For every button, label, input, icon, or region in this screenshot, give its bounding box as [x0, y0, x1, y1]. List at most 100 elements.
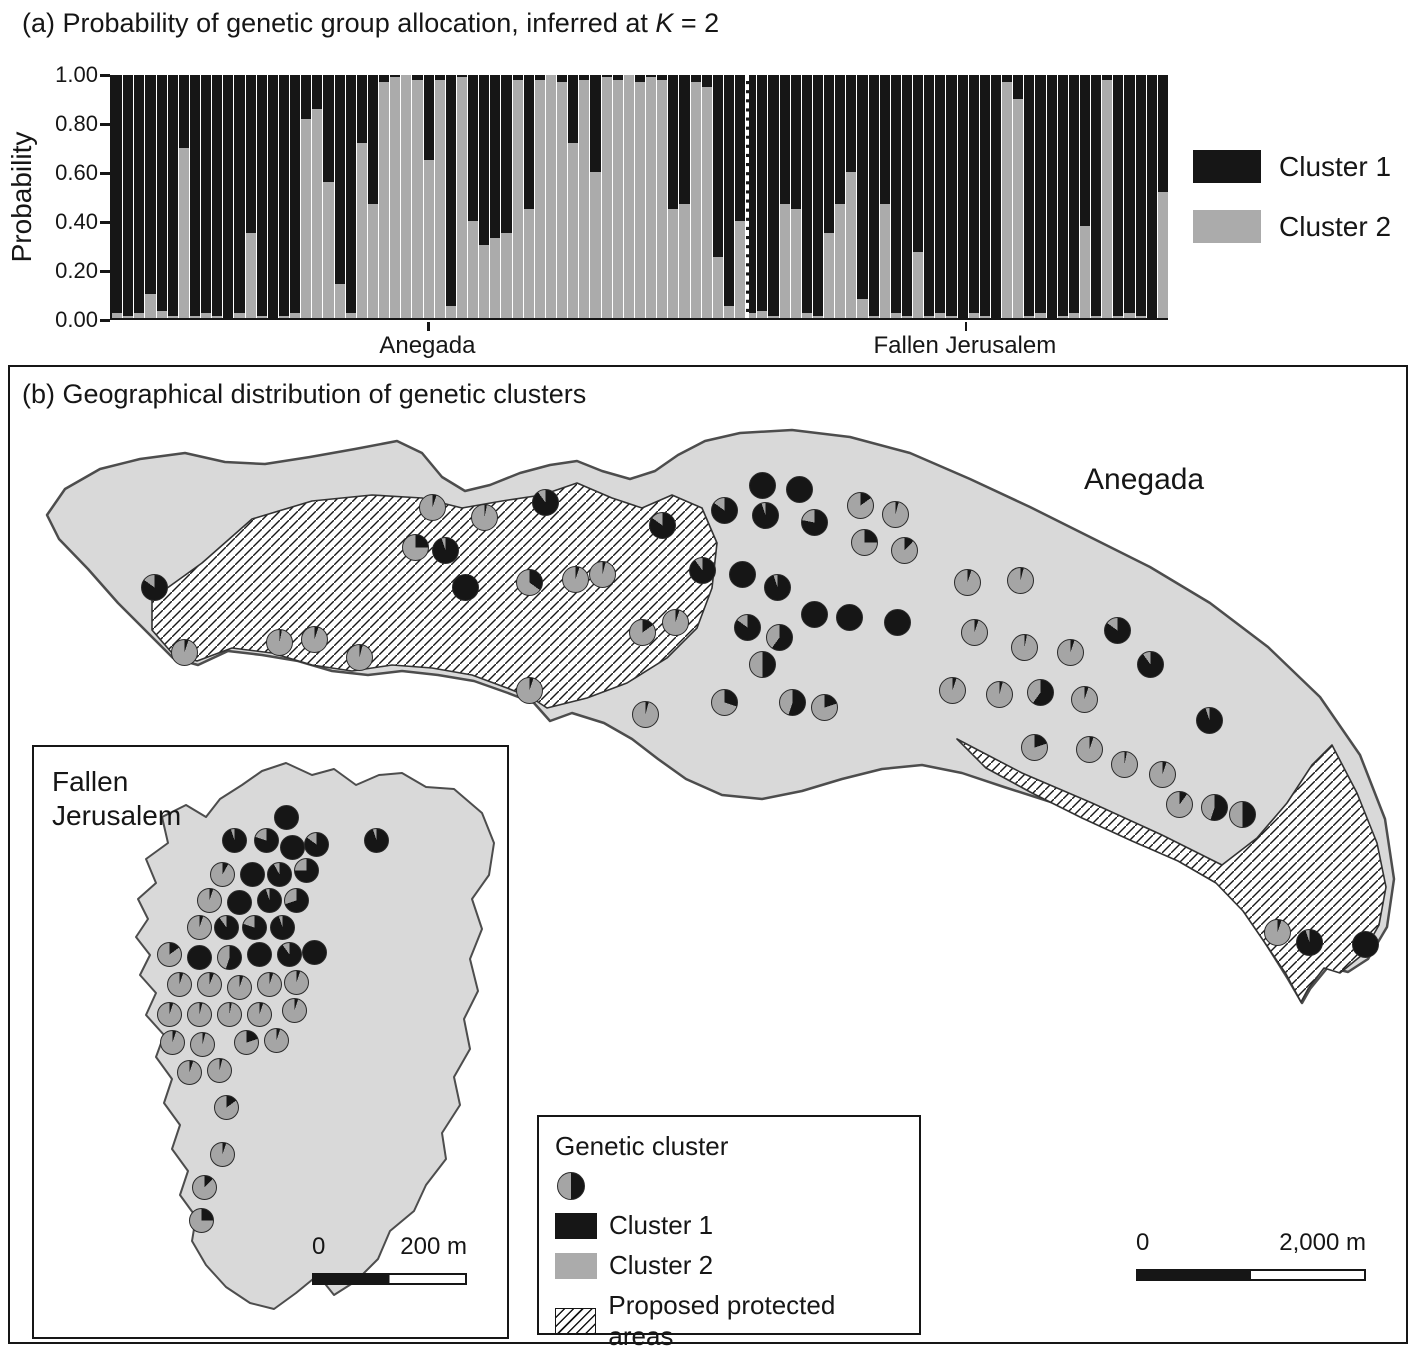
- pie-marker: [800, 508, 828, 536]
- cluster1-segment: [189, 75, 200, 316]
- x-group-label: Anegada: [379, 332, 476, 359]
- individual-bar: [201, 75, 212, 318]
- pie-marker: [176, 1059, 202, 1085]
- individual-bar: [623, 75, 634, 318]
- cluster1-segment: [323, 75, 334, 182]
- cluster1-segment: [178, 75, 189, 148]
- cluster1-segment: [345, 75, 356, 314]
- pie-marker: [1070, 685, 1098, 713]
- individual-bar: [990, 75, 1001, 318]
- cluster1-segment: [1146, 75, 1157, 318]
- cluster1-segment: [557, 75, 568, 83]
- cluster1-segment: [690, 75, 701, 83]
- pie-marker: [189, 1031, 215, 1057]
- individual-bar: [1124, 75, 1135, 318]
- panel-a-legend: Cluster 1 Cluster 2: [1193, 150, 1391, 270]
- cluster1-segment: [846, 75, 857, 173]
- pie-marker: [363, 827, 389, 853]
- pie-marker: [269, 914, 295, 940]
- individual-bar: [1113, 75, 1124, 318]
- pie-marker: [953, 568, 981, 596]
- protected-area-label: Proposed protected areas: [608, 1290, 836, 1351]
- cluster1-swatch: [1193, 150, 1261, 183]
- stacked-bars: [112, 75, 1168, 318]
- pie-marker: [810, 693, 838, 721]
- cluster1-segment: [1068, 75, 1079, 314]
- individual-bar: [568, 75, 579, 318]
- pie-marker: [186, 914, 212, 940]
- pie-marker: [186, 1001, 212, 1027]
- pie-marker: [293, 857, 319, 883]
- pie-marker: [728, 560, 756, 588]
- pie-marker: [1228, 800, 1256, 828]
- pie-marker: [688, 556, 716, 584]
- individual-bar: [212, 75, 223, 318]
- individual-bar: [334, 75, 345, 318]
- individual-bar: [1057, 75, 1068, 318]
- pie-marker: [345, 643, 373, 671]
- pie-marker: [166, 971, 192, 997]
- individual-bar: [490, 75, 501, 318]
- x-group-label: Fallen Jerusalem: [873, 332, 1057, 359]
- y-tick-mark: [100, 270, 110, 273]
- cluster1-segment: [445, 75, 456, 306]
- individual-bar: [1046, 75, 1057, 318]
- panel-a-title-text: (a) Probability of genetic group allocat…: [22, 8, 656, 38]
- pie-marker: [239, 861, 265, 887]
- map-legend: Genetic cluster Cluster 1 Cluster 2 Prop…: [537, 1115, 921, 1351]
- individual-bar: [801, 75, 812, 318]
- individual-bar: [423, 75, 434, 318]
- map-scale-bar: 0 2,000 m: [1136, 1229, 1366, 1281]
- legend-row-cluster1: Cluster 1: [1193, 150, 1391, 183]
- individual-bar: [234, 75, 245, 318]
- cluster1-segment: [590, 75, 601, 173]
- pie-marker: [588, 560, 616, 588]
- pie-marker: [188, 1207, 214, 1233]
- pie-marker: [196, 971, 222, 997]
- pie-marker: [800, 600, 828, 628]
- cluster2-swatch: [1193, 210, 1261, 243]
- individual-bar: [1091, 75, 1102, 318]
- cluster1-segment: [913, 75, 924, 253]
- individual-bar: [123, 75, 134, 318]
- pie-marker: [276, 941, 302, 967]
- cluster1-segment: [824, 75, 835, 233]
- cluster1-segment: [812, 75, 823, 316]
- individual-bar: [735, 75, 746, 318]
- cluster1-segment: [868, 75, 879, 316]
- pie-marker: [226, 974, 252, 1000]
- pie-marker: [1020, 733, 1048, 761]
- individual-bar: [746, 75, 757, 318]
- pie-marker: [661, 608, 689, 636]
- pie-marker: [303, 831, 329, 857]
- pie-marker: [266, 861, 292, 887]
- pie-marker: [281, 997, 307, 1023]
- cluster1-segment: [901, 75, 912, 316]
- cluster1-segment: [278, 75, 289, 316]
- pie-marker: [765, 623, 793, 651]
- individual-bar: [835, 75, 846, 318]
- individual-bar: [356, 75, 367, 318]
- pie-marker: [253, 827, 279, 853]
- individual-bar: [946, 75, 957, 318]
- pie-marker: [216, 944, 242, 970]
- panel-a-bar-chart: (a) Probability of genetic group allocat…: [0, 0, 1420, 365]
- cluster1-segment: [1024, 75, 1035, 316]
- pie-marker: [206, 1057, 232, 1083]
- individual-bar: [379, 75, 390, 318]
- pie-marker: [1200, 793, 1228, 821]
- cluster1-segment: [123, 75, 134, 316]
- pie-marker: [233, 1029, 259, 1055]
- pie-marker: [751, 501, 779, 529]
- pie-marker: [216, 1001, 242, 1027]
- y-tick-label: 1.00: [55, 62, 98, 87]
- panel-b-map: (b) Geographical distribution of genetic…: [8, 365, 1408, 1351]
- pie-marker: [431, 536, 459, 564]
- cluster1-segment: [1157, 75, 1168, 192]
- pie-marker: [256, 887, 282, 913]
- cluster1-segment: [234, 75, 245, 314]
- cluster1-segment: [634, 75, 645, 83]
- pie-marker: [279, 834, 305, 860]
- cluster1-segment: [1135, 75, 1146, 316]
